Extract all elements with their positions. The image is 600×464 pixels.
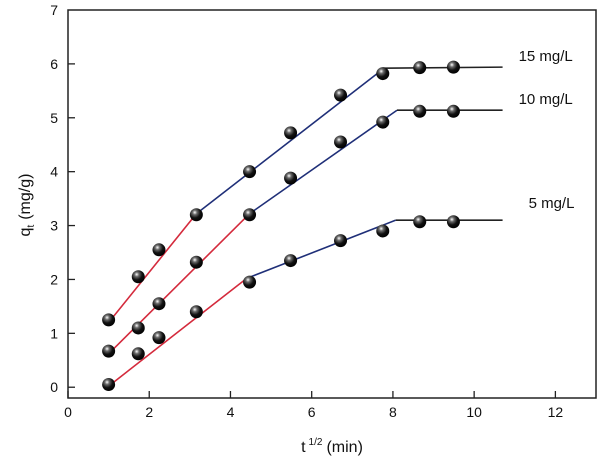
fit-line-segment xyxy=(108,213,251,355)
y-tick-label: 6 xyxy=(50,56,58,72)
data-point xyxy=(334,135,348,149)
y-tick-label: 1 xyxy=(50,325,58,341)
x-axis-label: t 1/2 (min) xyxy=(301,437,363,456)
data-point xyxy=(131,347,145,361)
data-point xyxy=(284,126,298,140)
data-point xyxy=(243,208,257,222)
series-label-10: 10 mg/L xyxy=(519,91,573,108)
data-point xyxy=(189,255,203,269)
data-point xyxy=(413,215,427,229)
data-point xyxy=(131,270,145,284)
x-tick-label: 12 xyxy=(548,404,564,420)
data-point xyxy=(243,275,257,289)
y-tick-label: 3 xyxy=(50,218,58,234)
series-label-5: 5 mg/L xyxy=(529,195,575,212)
fit-line-segment xyxy=(246,219,397,280)
data-point xyxy=(152,243,166,257)
data-point xyxy=(376,224,390,238)
data-point xyxy=(446,104,460,118)
y-tick-label: 5 xyxy=(50,110,58,126)
fit-line-segment xyxy=(107,213,197,324)
y-axis-label: qt(mg/g) xyxy=(17,174,37,237)
data-point xyxy=(334,88,348,102)
data-point xyxy=(131,321,145,335)
x-tick-label: 2 xyxy=(145,404,153,420)
plot-frame xyxy=(67,9,597,399)
y-tick-label: 2 xyxy=(50,271,58,287)
data-point xyxy=(376,115,390,129)
data-point xyxy=(152,331,166,345)
fit-line-segment xyxy=(195,68,384,215)
x-tick-label: 10 xyxy=(466,404,482,420)
y-tick-label: 4 xyxy=(50,164,58,180)
data-point xyxy=(189,305,203,319)
data-point xyxy=(102,313,116,327)
data-point xyxy=(284,171,298,185)
y-tick-label: 7 xyxy=(50,2,58,18)
x-tick-label: 8 xyxy=(389,404,397,420)
x-tick-label: 0 xyxy=(64,404,72,420)
fit-lines xyxy=(107,66,503,387)
data-point xyxy=(446,215,460,229)
data-point xyxy=(102,378,116,392)
x-tick-label: 4 xyxy=(227,404,235,420)
data-point xyxy=(152,297,166,311)
data-point xyxy=(189,208,203,222)
series-label-15: 15 mg/L xyxy=(519,48,573,65)
x-tick-label: 6 xyxy=(308,404,316,420)
data-point xyxy=(243,165,257,179)
y-tick-label: 0 xyxy=(50,379,58,395)
data-point xyxy=(284,254,298,268)
data-point xyxy=(413,104,427,118)
data-points xyxy=(102,60,460,392)
data-point xyxy=(446,60,460,74)
data-point xyxy=(334,234,348,248)
data-point xyxy=(376,67,390,81)
fit-line-segment xyxy=(249,109,398,215)
data-point xyxy=(102,344,116,358)
fit-line-segment xyxy=(382,66,503,69)
fit-line-segment xyxy=(108,277,248,387)
data-point xyxy=(413,61,427,75)
series-labels: 15 mg/L 10 mg/L 5 mg/L xyxy=(519,48,575,212)
